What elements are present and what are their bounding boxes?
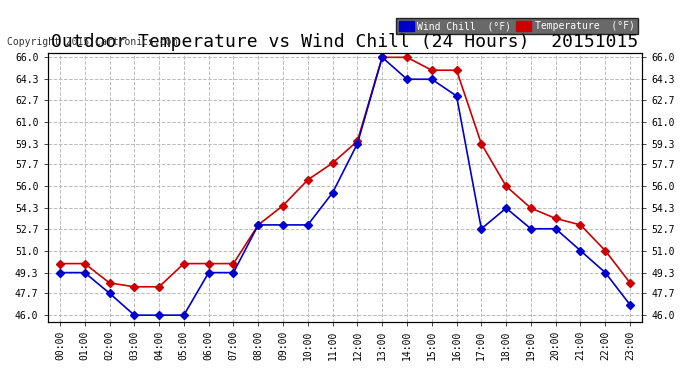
Legend: Wind Chill  (°F), Temperature  (°F): Wind Chill (°F), Temperature (°F) [396,18,638,34]
Text: Copyright 2015 Cartronics.com: Copyright 2015 Cartronics.com [7,37,177,47]
Title: Outdoor Temperature vs Wind Chill (24 Hours)  20151015: Outdoor Temperature vs Wind Chill (24 Ho… [51,33,639,51]
